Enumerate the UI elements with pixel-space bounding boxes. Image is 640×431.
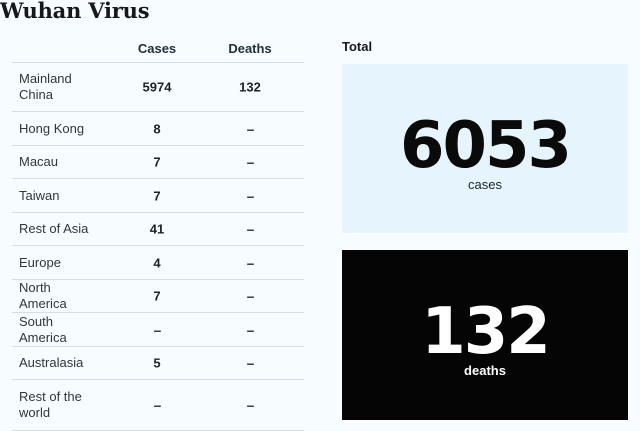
table-row: South America -- -- — [12, 313, 304, 347]
cases-cell: 5 — [153, 356, 160, 371]
deaths-cell: -- — [247, 398, 254, 413]
cases-cell: -- — [154, 398, 161, 413]
total-deaths-value: 132 — [342, 300, 628, 364]
table-header: Cases Deaths — [12, 38, 304, 63]
table-row: Mainland China 5974 132 — [12, 63, 304, 112]
cases-cell: 7 — [153, 188, 160, 203]
table-row: North America 7 -- — [12, 280, 304, 313]
cases-cell: 4 — [153, 255, 160, 270]
cases-cell: 5974 — [143, 80, 172, 95]
deaths-cell: -- — [247, 255, 254, 270]
region-name: Hong Kong — [19, 121, 99, 137]
deaths-cell: -- — [247, 121, 254, 136]
deaths-cell: -- — [247, 155, 254, 170]
total-deaths-card: 132 deaths — [342, 250, 628, 420]
table-body: Mainland China 5974 132 Hong Kong 8 -- Macau 7 -… — [12, 63, 304, 431]
total-cases-card: 6053 cases — [342, 64, 628, 233]
cases-cell: 41 — [150, 222, 164, 237]
total-cases-label: cases — [342, 178, 628, 192]
deaths-cell: -- — [247, 188, 254, 203]
table-row: Rest of the world -- -- — [12, 380, 304, 431]
region-name: Taiwan — [19, 188, 99, 204]
total-label: Total — [342, 39, 372, 54]
region-name: South America — [19, 314, 99, 346]
cases-cell: 8 — [153, 121, 160, 136]
deaths-cell: -- — [247, 322, 254, 337]
cases-cell: 7 — [153, 289, 160, 304]
region-name: Europe — [19, 255, 99, 271]
region-name: Mainland China — [19, 71, 99, 103]
region-name: Australasia — [19, 355, 99, 371]
table-row: Hong Kong 8 -- — [12, 112, 304, 146]
total-cases-value: 6053 — [342, 114, 628, 178]
table-row: Taiwan 7 -- — [12, 179, 304, 213]
cases-table: Cases Deaths Mainland China 5974 132 Hong K… — [12, 38, 304, 431]
table-row: Australasia 5 -- — [12, 347, 304, 380]
region-name: Macau — [19, 154, 99, 170]
deaths-cell: -- — [247, 289, 254, 304]
region-name: Rest of the world — [19, 389, 99, 421]
table-row: Europe 4 -- — [12, 246, 304, 280]
deaths-cell: 132 — [239, 80, 261, 95]
cases-cell: 7 — [153, 155, 160, 170]
page-title: Wuhan Virus — [0, 0, 149, 23]
total-deaths-label: deaths — [342, 364, 628, 378]
cases-cell: -- — [154, 322, 161, 337]
table-row: Rest of Asia 41 -- — [12, 213, 304, 246]
deaths-cell: -- — [247, 356, 254, 371]
deaths-column-header: Deaths — [228, 41, 271, 56]
cases-column-header: Cases — [138, 41, 176, 56]
deaths-cell: -- — [247, 222, 254, 237]
region-name: North America — [19, 280, 99, 312]
region-name: Rest of Asia — [19, 221, 99, 237]
table-row: Macau 7 -- — [12, 146, 304, 179]
